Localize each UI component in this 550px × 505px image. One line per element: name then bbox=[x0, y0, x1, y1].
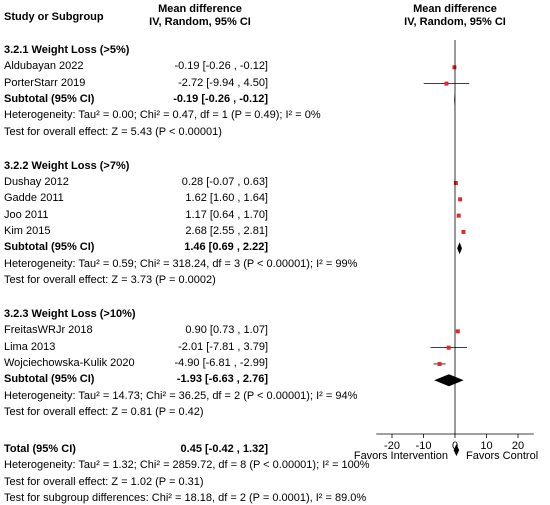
effect-square-5 bbox=[461, 230, 465, 234]
effect-square-1 bbox=[444, 82, 448, 86]
effect-square-6 bbox=[456, 329, 460, 333]
favors-right-label: Favors Control bbox=[466, 450, 538, 462]
effect-square-8 bbox=[438, 362, 442, 366]
effect-square-7 bbox=[447, 346, 451, 350]
subtotal-diamond-2 bbox=[434, 374, 464, 386]
effect-square-2 bbox=[454, 181, 458, 185]
x-tick-label-2: 0 bbox=[452, 440, 458, 452]
effect-square-0 bbox=[452, 65, 456, 69]
favors-left-label: Favors Intervention bbox=[354, 450, 448, 462]
subgroup-differences-text: Test for subgroup differences: Chi² = 18… bbox=[4, 492, 366, 505]
effect-square-4 bbox=[457, 214, 461, 218]
effect-square-3 bbox=[458, 197, 462, 201]
total-overall-effect: Test for overall effect: Z = 1.02 (P = 0… bbox=[4, 476, 204, 489]
subtotal-diamond-1 bbox=[457, 242, 462, 254]
